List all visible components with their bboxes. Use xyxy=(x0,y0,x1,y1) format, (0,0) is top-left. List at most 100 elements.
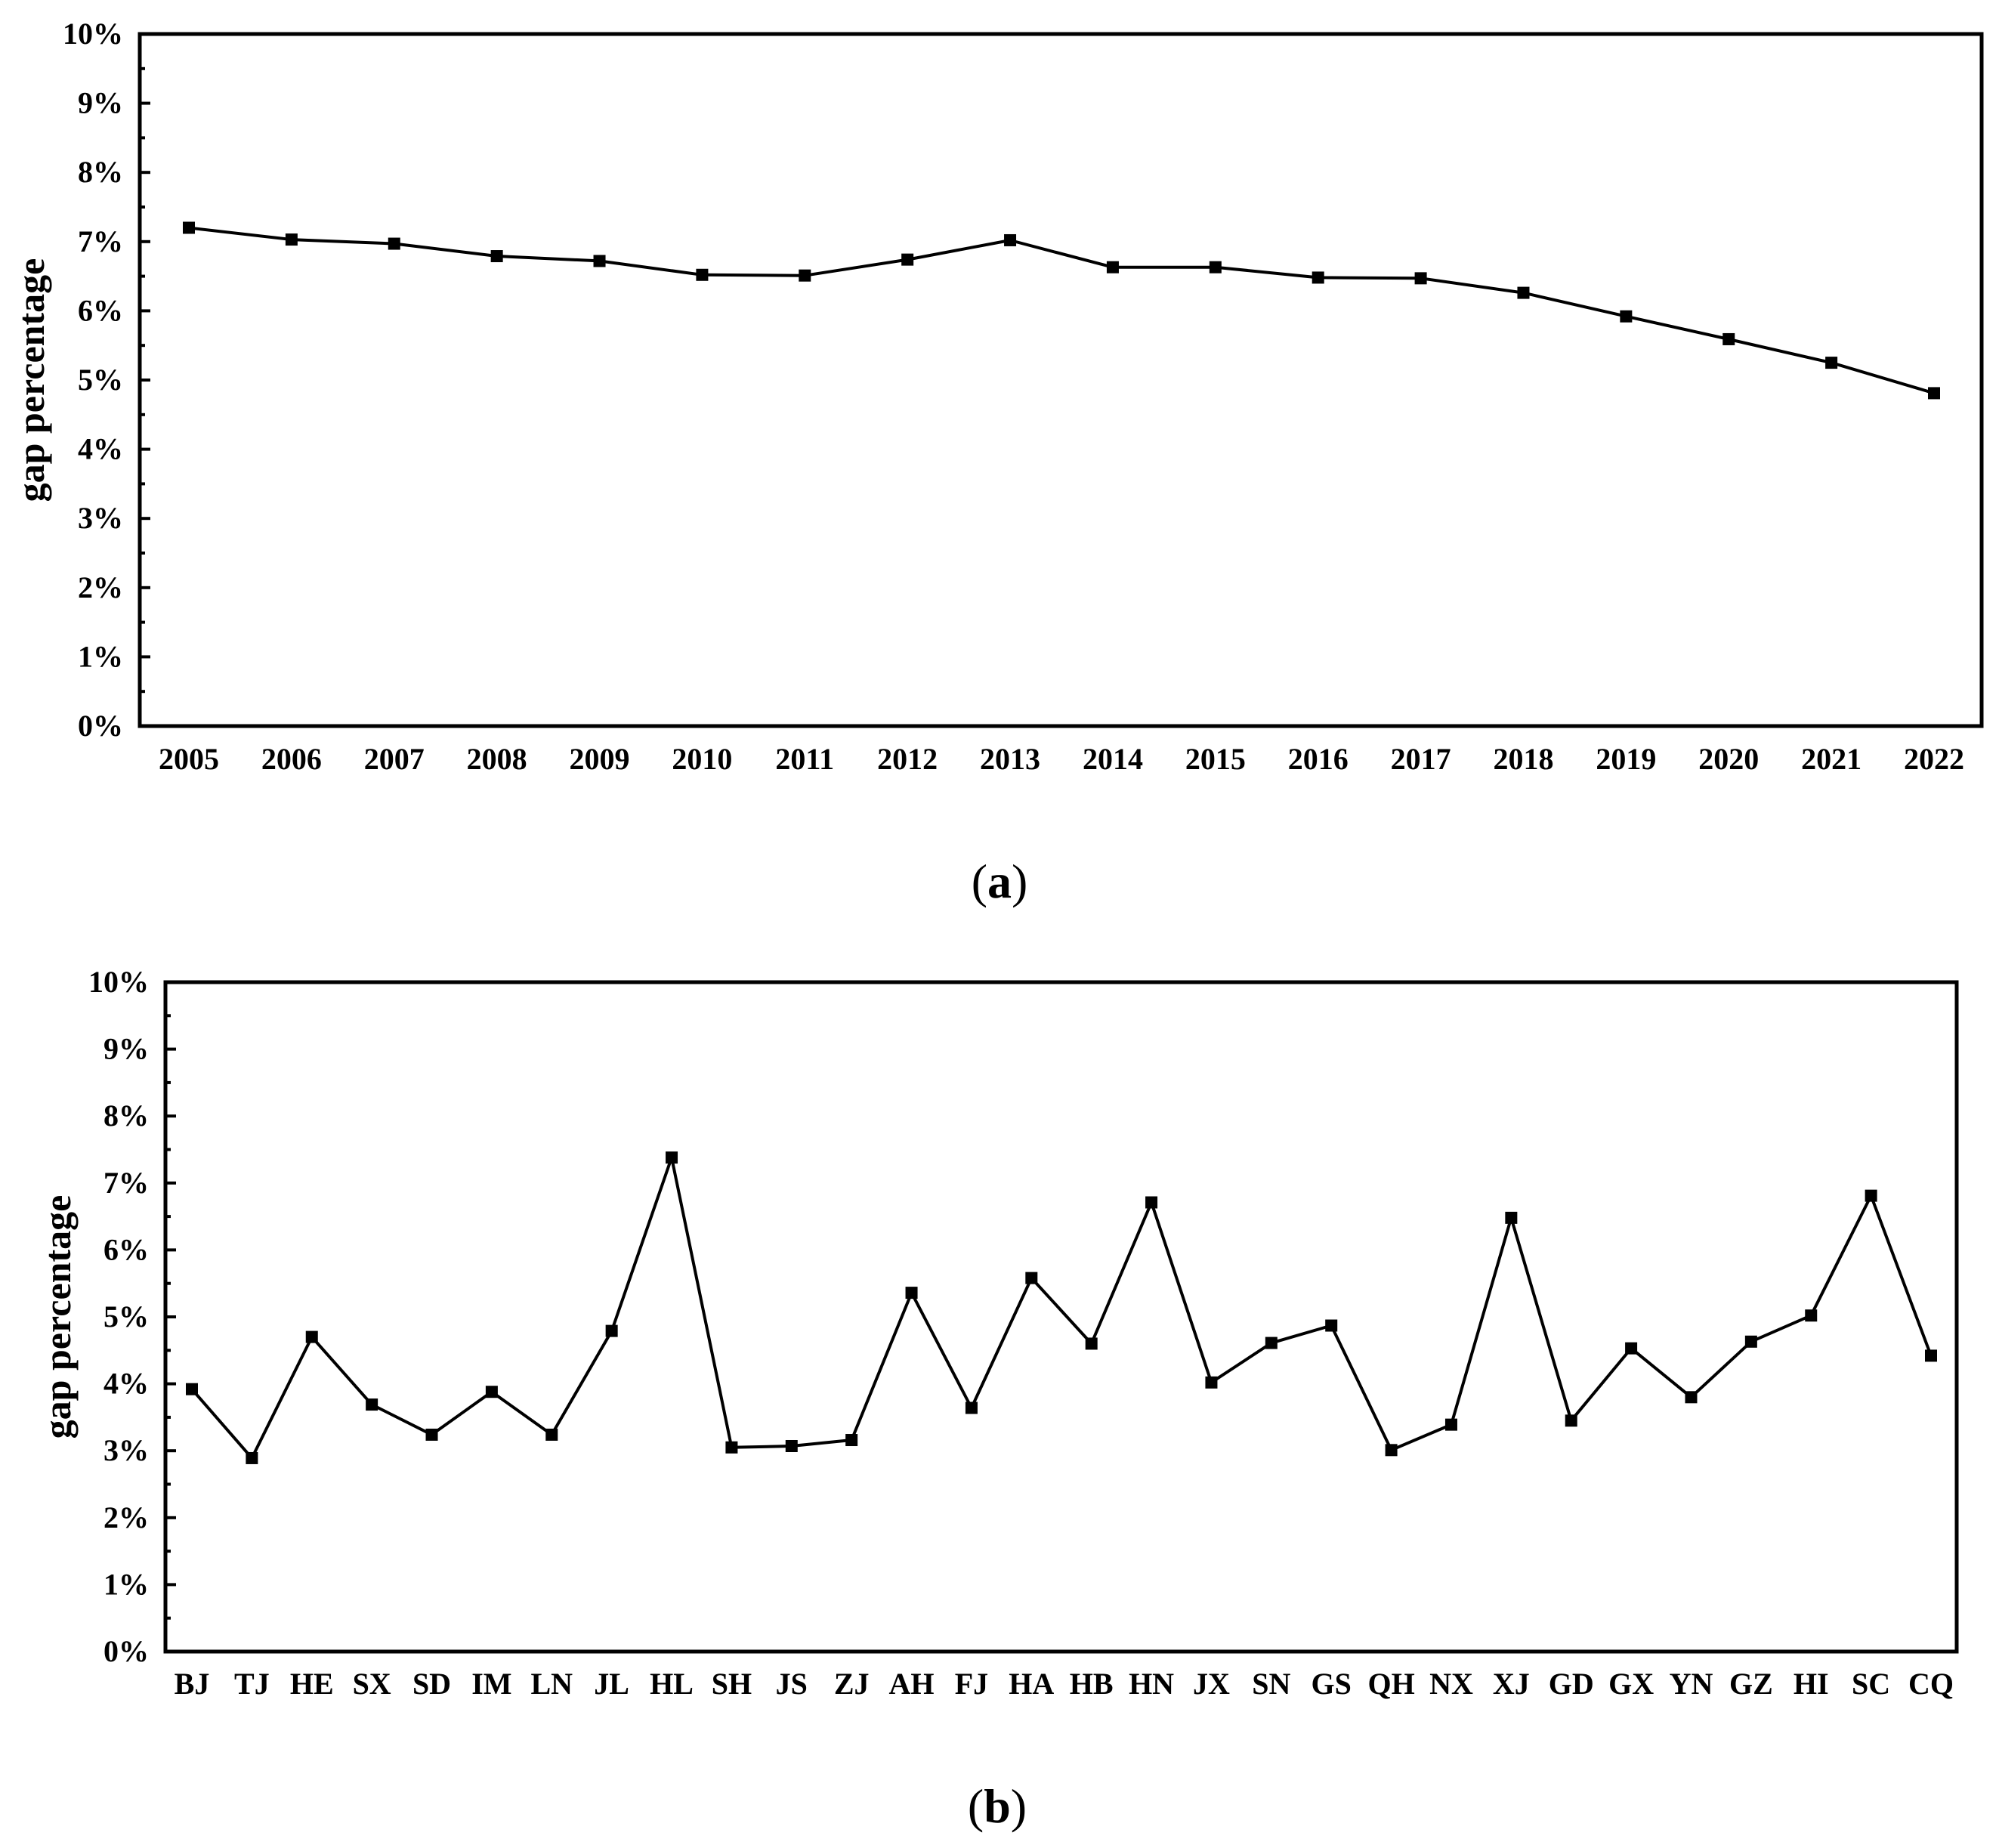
data-point xyxy=(965,1401,978,1414)
data-point xyxy=(1625,1342,1638,1355)
x-tick-label: 2016 xyxy=(1288,742,1349,776)
x-tick-label: 2017 xyxy=(1391,742,1451,776)
y-tick-label: 1% xyxy=(104,1567,149,1601)
x-tick-label: FJ xyxy=(955,1667,988,1701)
y-tick-label: 6% xyxy=(104,1232,149,1266)
data-point xyxy=(593,255,606,267)
x-tick-label: 2020 xyxy=(1698,742,1759,776)
x-tick-label: HI xyxy=(1794,1667,1829,1701)
data-point xyxy=(1385,1444,1398,1457)
data-point xyxy=(485,1386,498,1398)
x-tick-label: SX xyxy=(353,1667,391,1701)
y-tick-label: 4% xyxy=(78,432,123,466)
x-tick-label: JX xyxy=(1193,1667,1230,1701)
x-tick-label: 2015 xyxy=(1185,742,1246,776)
y-axis-title-b: gap percentage xyxy=(36,1195,79,1439)
x-tick-label: HB xyxy=(1070,1667,1114,1701)
data-point xyxy=(1025,1272,1038,1284)
series-line xyxy=(190,1156,1933,1460)
y-tick-label: 7% xyxy=(104,1166,149,1200)
x-tick-label: JL xyxy=(594,1667,629,1701)
y-tick-label: 3% xyxy=(104,1433,149,1467)
x-tick-label: TJ xyxy=(234,1667,270,1701)
x-tick-label: XJ xyxy=(1493,1667,1530,1701)
y-tick-label: 7% xyxy=(78,224,123,258)
x-axis-b: BJ TJ HE SX SD IM LN JL HL SH JS ZJ AH FJ HA HB HN JX SN GS… xyxy=(175,1667,1954,1701)
data-point xyxy=(545,1428,558,1441)
y-tick-label: 10% xyxy=(88,965,149,999)
data-point xyxy=(366,1398,378,1411)
x-tick-label: LN xyxy=(530,1667,573,1701)
data-point xyxy=(388,237,400,250)
data-point xyxy=(1565,1414,1577,1427)
y-tick-label: 0% xyxy=(78,709,123,743)
data-point xyxy=(186,1383,198,1395)
y-tick-label: 1% xyxy=(78,639,123,673)
y-axis-title-a: gap percentage xyxy=(10,258,52,502)
x-tick-label: 2022 xyxy=(1904,742,1964,776)
data-point xyxy=(1865,1189,1877,1202)
x-tick-label: HA xyxy=(1009,1667,1054,1701)
data-point xyxy=(1744,1335,1757,1348)
y-tick-label: 0% xyxy=(104,1634,149,1668)
data-point xyxy=(799,269,811,282)
data-point xyxy=(425,1428,438,1441)
x-tick-label: 2010 xyxy=(672,742,732,776)
x-tick-label: QH xyxy=(1367,1667,1414,1701)
series-line xyxy=(188,226,1935,395)
data-point xyxy=(905,1287,918,1299)
x-tick-label: 2008 xyxy=(467,742,527,776)
series-b xyxy=(186,1151,1937,1464)
x-tick-label: 2005 xyxy=(159,742,219,776)
data-point xyxy=(1505,1211,1518,1224)
data-point xyxy=(1205,1376,1218,1389)
x-tick-label: 2011 xyxy=(775,742,834,776)
y-tick-label: 5% xyxy=(104,1299,149,1333)
data-point xyxy=(1312,271,1324,284)
data-point xyxy=(696,268,709,281)
y-tick-label: 6% xyxy=(78,293,123,327)
data-point xyxy=(490,250,503,263)
panel-label-b-letter: b xyxy=(984,1779,1011,1833)
x-tick-label: NX xyxy=(1429,1667,1473,1701)
plot-frame-b xyxy=(163,980,1959,1654)
y-axis-b: 0% 1% 2% 3% 4% 5% 6% 7% 8% 9% 10% xyxy=(88,965,176,1668)
y-tick-label: 8% xyxy=(104,1099,149,1133)
y-tick-label: 2% xyxy=(78,570,123,604)
data-point xyxy=(246,1451,258,1464)
y-tick-label: 3% xyxy=(78,501,123,535)
x-tick-label: 2018 xyxy=(1493,742,1553,776)
data-point xyxy=(1928,387,1940,400)
x-tick-label: 2009 xyxy=(570,742,630,776)
x-tick-label: 2012 xyxy=(877,742,938,776)
data-point xyxy=(1106,261,1119,273)
data-point xyxy=(1925,1349,1937,1362)
x-tick-label: 2014 xyxy=(1083,742,1143,776)
x-tick-label: SN xyxy=(1252,1667,1290,1701)
panel-label-a: (a) xyxy=(972,854,1028,908)
series-a xyxy=(183,221,1940,400)
x-tick-label: SD xyxy=(412,1667,451,1701)
data-point xyxy=(305,1330,318,1343)
data-point xyxy=(725,1441,738,1454)
x-tick-label: 2007 xyxy=(364,742,425,776)
x-tick-label: AH xyxy=(889,1667,935,1701)
x-tick-label: 2019 xyxy=(1596,742,1656,776)
x-tick-label: 2021 xyxy=(1801,742,1862,776)
x-tick-label: GS xyxy=(1312,1667,1352,1701)
data-point xyxy=(1444,1418,1457,1431)
x-tick-label: GZ xyxy=(1729,1667,1773,1701)
y-tick-label: 10% xyxy=(63,17,123,51)
data-point xyxy=(1209,261,1222,273)
x-tick-label: ZJ xyxy=(834,1667,870,1701)
plot-frame-a xyxy=(137,32,1984,728)
data-point xyxy=(1517,286,1530,299)
x-tick-label: HN xyxy=(1129,1667,1174,1701)
data-point xyxy=(785,1439,798,1452)
data-point xyxy=(1825,357,1838,369)
data-point xyxy=(605,1324,618,1337)
y-tick-label: 2% xyxy=(104,1500,149,1534)
x-tick-label: CQ xyxy=(1908,1667,1954,1701)
y-tick-label: 8% xyxy=(78,155,123,189)
